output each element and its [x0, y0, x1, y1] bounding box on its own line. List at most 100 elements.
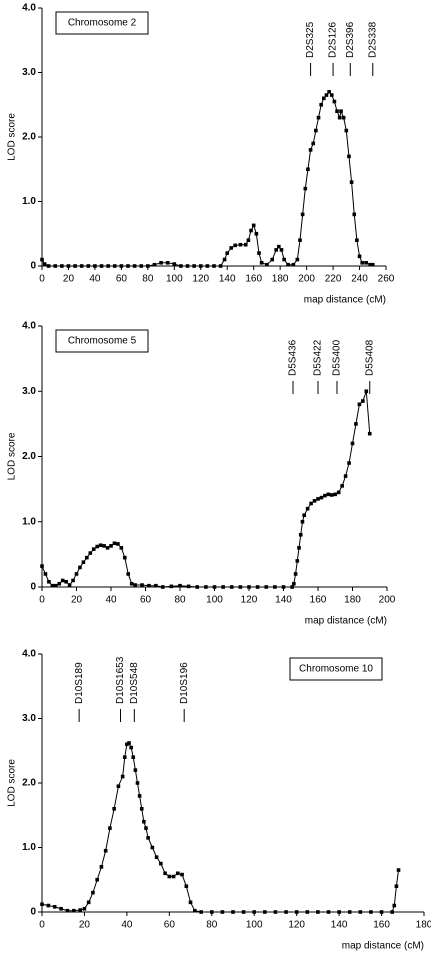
data-point: [367, 431, 372, 436]
data-point: [195, 585, 200, 589]
data-point: [254, 231, 259, 236]
data-point: [176, 871, 180, 876]
data-point: [364, 260, 368, 265]
data-point: [159, 861, 163, 866]
data-point: [263, 910, 267, 914]
data-point: [305, 910, 310, 914]
data-point: [135, 781, 140, 785]
data-point: [147, 583, 151, 588]
data-point: [185, 264, 190, 268]
data-point: [357, 402, 362, 407]
data-point: [247, 585, 251, 589]
x-tick-label: 60: [140, 595, 152, 606]
x-tick-label: 160: [310, 595, 327, 606]
x-tick-label: 200: [298, 274, 315, 285]
data-point: [293, 572, 298, 576]
x-tick-label: 40: [89, 274, 101, 285]
data-point: [297, 546, 301, 550]
data-point: [47, 579, 51, 584]
data-point: [193, 908, 197, 913]
data-point: [171, 874, 176, 879]
data-point: [150, 845, 155, 850]
data-point: [167, 874, 172, 879]
data-point: [146, 264, 150, 268]
data-point: [308, 148, 313, 152]
data-point: [298, 238, 302, 242]
data-point: [154, 583, 158, 588]
data-point: [81, 560, 86, 565]
x-tick-label: 100: [166, 274, 183, 285]
y-tick-label: 4.0: [22, 649, 36, 660]
data-point: [354, 422, 358, 426]
data-point: [53, 264, 58, 268]
data-point: [326, 492, 331, 497]
data-point: [368, 262, 372, 267]
data-point: [323, 493, 327, 498]
chart-title: Chromosome 10: [299, 664, 373, 675]
x-tick-label: 100: [206, 595, 223, 606]
data-point: [140, 583, 144, 587]
data-point: [246, 238, 251, 242]
data-point: [40, 564, 44, 568]
data-point: [229, 585, 234, 589]
data-point: [319, 495, 324, 500]
x-tick-label: 60: [164, 920, 176, 931]
marker-label: D2S126: [328, 21, 339, 58]
title-box: [55, 11, 149, 35]
data-point: [394, 884, 399, 888]
data-point: [132, 264, 137, 268]
chart-title: Chromosome 5: [68, 336, 137, 347]
x-axis-label: map distance (cM): [304, 295, 386, 306]
x-tick-label: 20: [71, 595, 83, 606]
data-point: [131, 755, 136, 759]
data-point: [292, 581, 296, 586]
y-tick-label: 4.0: [22, 3, 36, 14]
data-point: [305, 506, 310, 511]
data-point: [281, 585, 286, 589]
marker-label: D10S1653: [115, 656, 126, 704]
data-point: [336, 490, 341, 495]
data-point: [279, 248, 284, 252]
data-point: [86, 900, 91, 905]
data-point: [344, 128, 349, 133]
data-point: [319, 102, 323, 107]
data-point: [57, 581, 62, 586]
data-point: [340, 484, 344, 488]
data-point: [379, 910, 384, 914]
data-point: [291, 262, 296, 267]
lod-line: [41, 391, 371, 588]
data-point: [188, 900, 193, 905]
y-tick-label: 2.0: [22, 132, 36, 143]
data-point: [360, 260, 364, 265]
data-point: [324, 93, 329, 97]
data-point: [273, 585, 277, 589]
data-point: [112, 541, 117, 546]
data-point: [337, 910, 341, 914]
data-point: [364, 389, 369, 394]
data-point: [133, 583, 137, 587]
y-axis-label: LOD score: [7, 759, 18, 807]
y-tick-label: 3.0: [22, 713, 36, 724]
data-point: [396, 868, 401, 872]
data-point: [306, 167, 310, 172]
data-point: [298, 533, 303, 537]
data-point: [357, 254, 362, 259]
data-point: [43, 572, 48, 576]
data-point: [103, 848, 108, 853]
data-point: [369, 910, 373, 914]
data-point: [133, 768, 138, 772]
data-point: [255, 585, 260, 589]
data-point: [198, 264, 203, 268]
x-tick-label: 80: [142, 274, 154, 285]
data-point: [349, 180, 354, 184]
data-point: [129, 581, 134, 586]
x-axis-label: map distance (cM): [305, 616, 387, 627]
data-point: [120, 774, 125, 779]
data-point: [116, 784, 121, 789]
marker-label: D5S422: [313, 339, 324, 376]
data-point: [160, 585, 165, 589]
data-point: [270, 257, 275, 262]
data-point: [300, 212, 305, 217]
data-point: [329, 93, 334, 97]
data-point: [311, 141, 316, 146]
